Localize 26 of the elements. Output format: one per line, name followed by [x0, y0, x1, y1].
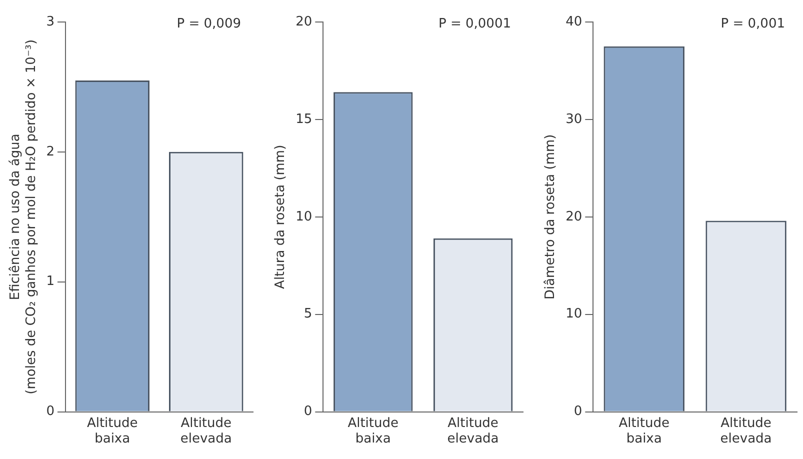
- annotation: P = 0,0001: [438, 16, 511, 32]
- y-tick-label: 2: [46, 144, 54, 160]
- y-tick-label: 1: [46, 274, 54, 290]
- x-tick-label: Altitude elevada: [720, 416, 772, 447]
- annotation: P = 0,001: [720, 16, 785, 32]
- y-tick-label: 10: [296, 209, 312, 224]
- y-tick-label: 40: [566, 14, 582, 30]
- y-axis-title: Diâmetro da roseta (mm): [543, 134, 558, 300]
- x-tick-label: Altitude baixa: [348, 416, 399, 447]
- x-tick-label: Altitude baixa: [86, 416, 138, 447]
- y-tick-label: 0: [46, 404, 54, 420]
- y-tick-label: 15: [296, 112, 312, 127]
- x-tick-label: Altitude elevada: [447, 416, 499, 447]
- annotation: P = 0,009: [176, 16, 241, 32]
- y-tick-label: 10: [566, 306, 582, 322]
- y-tick-label: 0: [304, 404, 312, 420]
- y-tick-label: 20: [566, 209, 582, 224]
- x-tick-label: Altitude baixa: [618, 416, 670, 447]
- y-axis-title: Eficiência no uso da água (moles de CO₂ ganhos por mol de H₂O perdido × 10⁻³): [8, 39, 39, 394]
- y-tick-label: 20: [296, 14, 312, 30]
- y-tick-label: 30: [566, 112, 582, 127]
- y-axis-title: Altura da roseta (mm): [273, 144, 288, 289]
- y-tick-label: 3: [46, 14, 54, 30]
- x-tick-label: Altitude elevada: [180, 416, 232, 447]
- y-tick-label: 0: [574, 404, 582, 420]
- y-tick-label: 5: [304, 306, 312, 322]
